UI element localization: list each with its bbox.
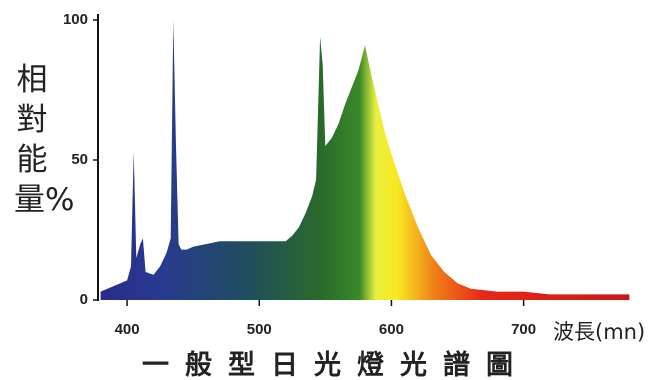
x-tick-label: 700: [511, 321, 536, 338]
x-tick-label: 400: [115, 321, 140, 338]
chart-title: 一般型日光燈光譜圖: [142, 350, 529, 380]
y-tick-label: 50: [71, 151, 88, 168]
x-axis-label: 波長(mn): [553, 320, 646, 344]
y-tick-label: 100: [63, 11, 88, 28]
y-axis-label: 相對能量%: [14, 62, 75, 218]
x-tick-label: 600: [379, 321, 404, 338]
x-tick-label: 500: [247, 321, 272, 338]
spectrum-area: [100, 20, 630, 300]
y-tick-label: 0: [80, 291, 88, 308]
